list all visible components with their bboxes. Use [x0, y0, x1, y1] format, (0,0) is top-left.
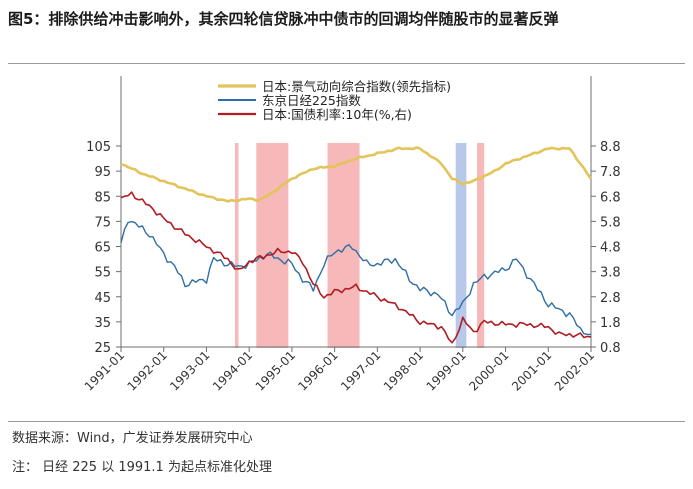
y-left-tick-label: 55	[94, 266, 111, 281]
series-line-1	[120, 146, 593, 203]
legend-label-3: 日本:国债利率:10年(%,右)	[262, 107, 412, 122]
y-right-tick-label: 5.8	[600, 215, 621, 230]
x-tick-label: 2001-01	[509, 348, 554, 393]
legend-label-2: 东京日经225指数	[262, 93, 361, 108]
bottom-divider	[8, 421, 685, 422]
y-right-tick-label: 4.8	[600, 241, 621, 256]
shaded-period-3	[327, 143, 360, 348]
y-right-tick-label: 1.8	[600, 316, 621, 331]
y-left-tick-label: 25	[94, 341, 111, 356]
line-chart: 105 95 85 75 65 55 45 35 25 8.8 7.8 6.8 5.8 4.8 3.8 2.…	[82, 76, 621, 394]
source-text: 数据来源：Wind，广发证券发展研究中心	[12, 431, 253, 446]
note-text: 注： 日经 225 以 1991.1 为起点标准化处理	[12, 460, 272, 475]
y-left-tick-label: 35	[94, 316, 111, 331]
x-tick-label: 1993-01	[167, 348, 212, 393]
shaded-period-5	[477, 143, 485, 348]
legend: 日本:景气动向综合指数(领先指标)东京日经225指数日本:国债利率:10年(%,…	[218, 79, 451, 122]
shaded-periods	[234, 143, 485, 348]
y-left-tick-label: 45	[94, 291, 111, 306]
y-left-tick-label: 65	[94, 241, 111, 256]
y-right-tick-label: 8.8	[600, 140, 621, 155]
y-left-tick-label: 105	[86, 140, 111, 155]
top-divider	[8, 63, 685, 64]
legend-label-1: 日本:景气动向综合指数(领先指标)	[262, 79, 451, 94]
series-line-2	[120, 220, 592, 336]
x-tick-label: 2000-01	[466, 348, 511, 393]
x-tick-label: 1999-01	[424, 348, 469, 393]
x-ticks: 1991-011992-011993-011994-011995-011996-…	[82, 347, 597, 394]
y-right-tick-label: 6.8	[600, 190, 621, 205]
shaded-period-2	[256, 143, 289, 348]
x-tick-label: 1998-01	[381, 348, 426, 393]
x-tick-label: 1994-01	[210, 348, 255, 393]
y-left-ticks: 105 95 85 75 65 55 45 35 25	[86, 140, 121, 356]
x-tick-label: 1995-01	[253, 348, 298, 393]
series-lines	[120, 146, 593, 344]
shaded-period-1	[234, 143, 239, 348]
y-right-tick-label: 7.8	[600, 165, 621, 180]
figure-title: 图5：排除供给冲击影响外，其余四轮信贷脉冲中债市的回调均伴随股市的显著反弹	[8, 10, 559, 28]
shaded-period-4	[455, 143, 467, 348]
series-line-3	[120, 191, 592, 344]
y-right-tick-label: 3.8	[600, 266, 621, 281]
x-tick-label: 1996-01	[295, 348, 340, 393]
x-tick-label: 1992-01	[124, 348, 169, 393]
x-tick-label: 2002-01	[552, 348, 597, 393]
y-left-tick-label: 95	[94, 165, 111, 180]
y-right-ticks: 8.8 7.8 6.8 5.8 4.8 3.8 2.8 1.8 0.8	[591, 140, 621, 356]
y-left-tick-label: 85	[94, 190, 111, 205]
y-right-tick-label: 2.8	[600, 291, 621, 306]
y-right-tick-label: 0.8	[600, 341, 621, 356]
x-tick-label: 1997-01	[338, 348, 383, 393]
y-left-tick-label: 75	[94, 215, 111, 230]
